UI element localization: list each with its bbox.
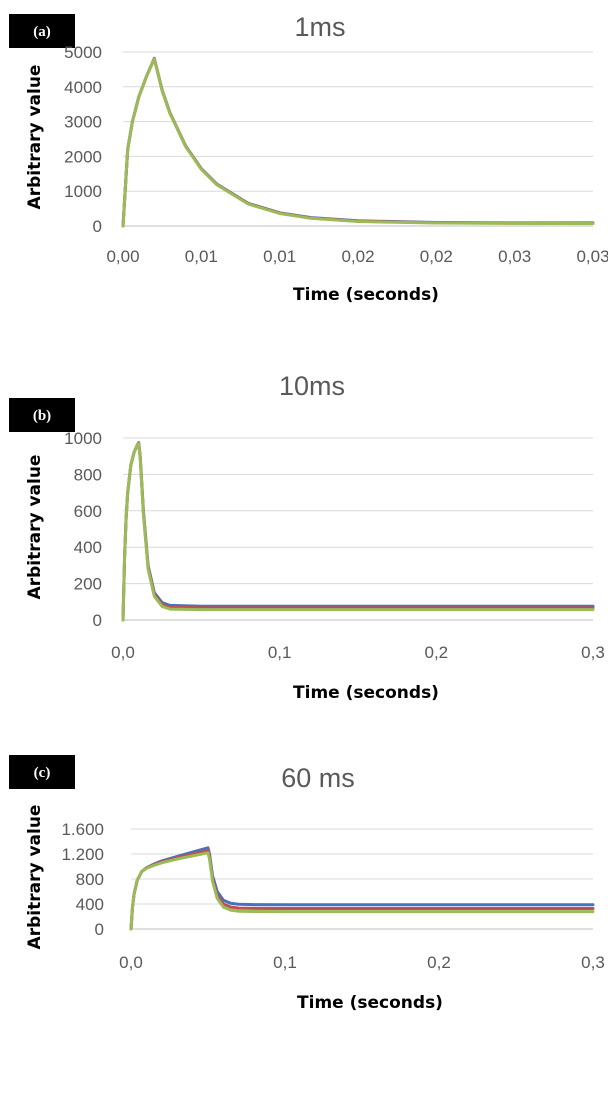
y-tick-label: 800 — [74, 465, 102, 484]
x-tick-label: 0,0 — [111, 643, 135, 662]
x-axis-label: Time (seconds) — [297, 993, 443, 1013]
x-tick-label: 0,1 — [273, 953, 297, 972]
series-line-3 — [121, 442, 595, 622]
y-tick-label: 400 — [76, 895, 104, 914]
y-tick-label: 1.200 — [61, 845, 104, 864]
y-tick-label: 5000 — [64, 43, 102, 62]
panel-label: (b) — [33, 408, 51, 424]
x-tick-label: 0,1 — [268, 643, 292, 662]
y-tick-label: 600 — [74, 502, 102, 521]
y-tick-label: 1000 — [64, 182, 102, 201]
y-tick-label: 400 — [74, 538, 102, 557]
x-tick-label: 0,02 — [341, 247, 374, 266]
y-tick-label: 200 — [74, 575, 102, 594]
x-tick-label: 0,02 — [420, 247, 453, 266]
series-line-1 — [121, 56, 595, 228]
y-tick-label: 3000 — [64, 113, 102, 132]
x-tick-label: 0,3 — [581, 953, 605, 972]
panel-label-box — [9, 14, 75, 48]
x-tick-label: 0,01 — [263, 247, 296, 266]
chart-title: 1ms — [294, 12, 345, 42]
y-tick-label: 4000 — [64, 78, 102, 97]
y-tick-label: 2000 — [64, 147, 102, 166]
panel-label: (c) — [34, 765, 51, 781]
x-tick-label: 0,00 — [106, 247, 139, 266]
series-line-2 — [121, 441, 595, 622]
series-line-3 — [129, 851, 595, 931]
series-line-2 — [129, 848, 595, 931]
panel-label-box — [9, 755, 75, 789]
y-tick-label: 1.600 — [61, 820, 104, 839]
y-tick-label: 1000 — [64, 429, 102, 448]
x-axis-label: Time (seconds) — [293, 683, 439, 703]
series-line-1 — [121, 441, 595, 622]
y-axis-label: Arbitrary value — [25, 65, 45, 210]
y-tick-label: 0 — [95, 920, 104, 939]
x-tick-label: 0,2 — [427, 953, 451, 972]
y-tick-label: 0 — [93, 217, 102, 236]
x-tick-label: 0,0 — [119, 953, 143, 972]
x-tick-label: 0,01 — [185, 247, 218, 266]
x-tick-label: 0,2 — [425, 643, 449, 662]
panel-label: (a) — [33, 24, 51, 40]
x-tick-label: 0,03 — [498, 247, 531, 266]
x-axis-label: Time (seconds) — [293, 285, 439, 305]
x-tick-label: 0,03 — [576, 247, 608, 266]
y-axis-label: Arbitrary value — [25, 455, 45, 600]
y-tick-label: 0 — [93, 611, 102, 630]
x-tick-label: 0,3 — [581, 643, 605, 662]
series-line-2 — [121, 57, 595, 228]
chart-title: 60 ms — [281, 763, 355, 793]
y-axis-label: Arbitrary value — [25, 805, 45, 950]
series-line-3 — [121, 57, 595, 228]
y-tick-label: 800 — [76, 870, 104, 889]
panel-label-box — [9, 398, 75, 432]
chart-title: 10ms — [279, 371, 345, 401]
series-line-1 — [129, 846, 595, 931]
